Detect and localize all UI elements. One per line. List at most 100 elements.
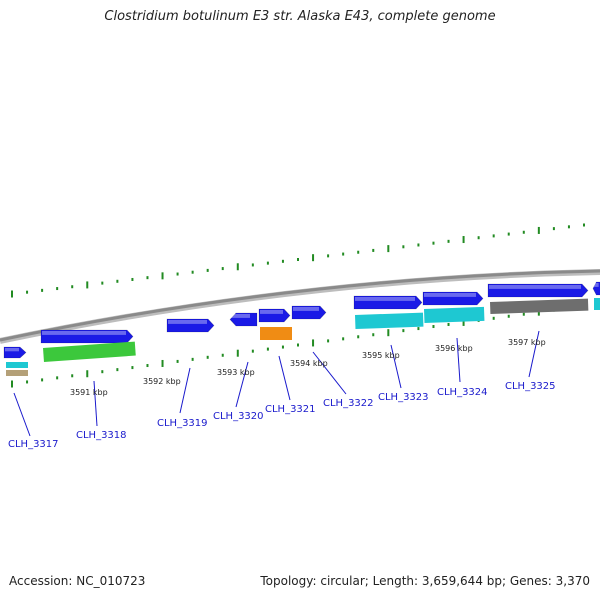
outer-tick-3 xyxy=(56,287,59,291)
outer-tick-7 xyxy=(116,279,119,283)
gene-label-clh3325: CLH_3325 xyxy=(505,381,556,392)
outer-tick-12 xyxy=(191,270,194,274)
gene-label-leaders xyxy=(13,330,540,437)
outer-tick-26 xyxy=(402,245,405,249)
gene-bar-next-cyan xyxy=(594,298,600,310)
inner-tick-22 xyxy=(342,337,345,341)
leader-line-clh3318 xyxy=(93,380,98,427)
gene-labels: CLH_3317 CLH_3318 CLH_3319 CLH_3320CLH_3321… xyxy=(8,381,556,450)
accession-text: Accession: NC_010723 xyxy=(9,574,146,588)
leader-line-clh3320 xyxy=(235,361,249,408)
outer-tick-29 xyxy=(447,239,450,243)
outer-tick-21 xyxy=(327,254,330,258)
outer-tick-32 xyxy=(492,234,495,238)
gene-arrow-clh3319-blue-highlight xyxy=(168,320,207,324)
gene-arrow-clh3322-blue-highlight xyxy=(293,307,319,311)
outer-tick-6 xyxy=(101,281,104,285)
outer-tick-27 xyxy=(417,243,420,247)
outer-tick-5 xyxy=(86,281,89,289)
gene-arrow-clh3319-blue xyxy=(166,318,215,333)
scale-label-3594: 3594 kbp xyxy=(290,359,328,368)
outer-tick-2 xyxy=(41,288,44,292)
outer-tick-35 xyxy=(537,226,540,234)
gene-arrow-clh3323-blue-highlight xyxy=(355,297,415,301)
scale-label-3596: 3596 kbp xyxy=(435,344,473,353)
gene-bar-clh3318-green xyxy=(43,341,136,362)
inner-tick-3 xyxy=(56,376,59,380)
gene-label-clh3322: CLH_3322 xyxy=(323,398,374,409)
gene-label-clh3324: CLH_3324 xyxy=(437,387,488,398)
scale-label-3591: 3591 kbp xyxy=(70,388,108,397)
gene-arrow-clh3318-blue xyxy=(40,329,134,344)
inner-tick-16 xyxy=(251,349,254,353)
gene-features xyxy=(3,281,600,376)
inner-tick-13 xyxy=(206,355,209,359)
outer-tick-28 xyxy=(432,241,435,245)
gene-bar-clh3317-tan xyxy=(6,370,28,376)
outer-tick-38 xyxy=(583,223,585,227)
outer-tick-34 xyxy=(522,230,525,234)
leader-line-clh3321 xyxy=(278,355,291,401)
scale-label-3592: 3592 kbp xyxy=(143,377,181,386)
inner-tick-17 xyxy=(266,347,269,351)
gene-label-clh3321: CLH_3321 xyxy=(265,404,316,415)
outer-tick-11 xyxy=(176,272,179,276)
inner-tick-15 xyxy=(236,349,239,357)
gene-arrow-clh3322-blue xyxy=(291,305,327,320)
gene-arrow-clh3318-blue-highlight xyxy=(42,331,126,335)
inner-tick-34 xyxy=(522,312,525,316)
gene-bar-clh3325-gray xyxy=(489,298,589,314)
inner-tick-32 xyxy=(492,316,495,320)
gene-arrow-clh3324-blue-highlight xyxy=(424,293,476,297)
outer-tick-30 xyxy=(462,236,465,244)
scale-label-3593: 3593 kbp xyxy=(217,368,255,377)
inner-tick-21 xyxy=(327,339,330,343)
gene-arrow-clh3323-blue xyxy=(353,295,423,310)
backbone-line xyxy=(0,269,600,342)
gene-arrow-next-blue-highlight xyxy=(594,283,599,287)
outer-tick-31 xyxy=(477,236,480,240)
outer-tick-19 xyxy=(297,258,299,261)
inner-tick-9 xyxy=(146,364,149,368)
outer-tick-1 xyxy=(26,290,29,294)
inner-tick-18 xyxy=(281,345,284,349)
inner-tick-row xyxy=(11,304,585,388)
leader-line-clh3322 xyxy=(312,351,347,395)
inner-tick-28 xyxy=(432,325,435,329)
outer-tick-18 xyxy=(281,259,284,263)
leader-line-clh3325 xyxy=(528,330,540,378)
inner-tick-6 xyxy=(101,370,104,374)
gene-bar-clh3321-orange xyxy=(260,327,292,340)
inner-tick-12 xyxy=(191,357,194,361)
inner-tick-4 xyxy=(71,374,74,378)
outer-tick-16 xyxy=(251,263,254,267)
leader-line-clh3324 xyxy=(456,337,461,383)
inner-tick-27 xyxy=(417,327,420,331)
leader-line-clh3319 xyxy=(179,367,191,414)
outer-tick-36 xyxy=(552,227,555,231)
inner-tick-2 xyxy=(41,378,44,382)
gene-arrow-clh3325-blue xyxy=(487,283,589,298)
outer-tick-20 xyxy=(312,254,315,262)
inner-tick-25 xyxy=(387,329,390,337)
gene-bar-clh3323-cyan xyxy=(355,312,424,329)
gene-arrow-clh3317-blue xyxy=(3,346,27,359)
genome-title: Clostridium botulinum E3 str. Alaska E43… xyxy=(104,9,496,24)
leader-line-clh3317 xyxy=(13,392,31,437)
inner-tick-5 xyxy=(86,370,89,378)
outer-tick-22 xyxy=(342,252,345,256)
genome-backbone xyxy=(0,269,600,344)
gene-label-clh3320: CLH_3320 xyxy=(213,411,264,422)
scale-label-3595: 3595 kbp xyxy=(362,351,400,360)
gene-arrow-clh3321-blue xyxy=(258,308,291,323)
inner-tick-23 xyxy=(357,335,360,339)
outer-tick-10 xyxy=(161,272,164,280)
inner-tick-19 xyxy=(297,343,299,347)
gene-arrow-clh3321-blue-highlight xyxy=(260,310,283,314)
inner-tick-0 xyxy=(11,380,13,388)
inner-tick-10 xyxy=(161,359,164,367)
gene-label-clh3319: CLH_3319 xyxy=(157,418,208,429)
outer-tick-8 xyxy=(131,277,134,281)
inner-tick-1 xyxy=(26,380,29,384)
